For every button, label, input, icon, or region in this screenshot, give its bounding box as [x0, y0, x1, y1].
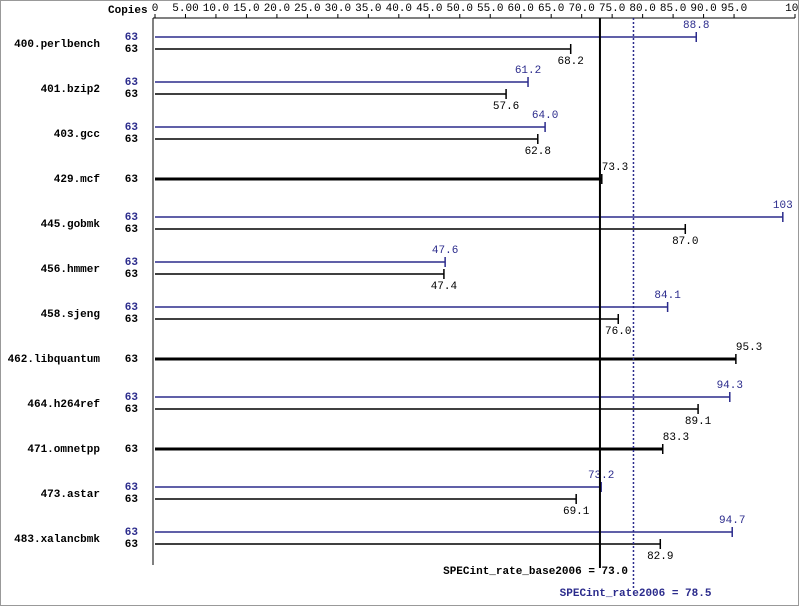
value-label: 76.0 [605, 326, 631, 338]
copies-label: 63 [125, 77, 139, 89]
x-tick-label: 90.0 [690, 3, 716, 15]
x-tick-label: 75.0 [599, 3, 625, 15]
x-tick-label: 0 [152, 3, 159, 15]
copies-label: 63 [125, 314, 139, 326]
benchmark-label: 445.gobmk [41, 219, 101, 231]
value-label: 83.3 [663, 432, 689, 444]
x-tick-label: 50.0 [447, 3, 473, 15]
value-label: 61.2 [515, 65, 541, 77]
benchmark-label: 403.gcc [54, 129, 100, 141]
x-tick-label: 105 [785, 3, 799, 15]
copies-label: 63 [125, 89, 139, 101]
copies-label: 63 [125, 354, 139, 366]
copies-header: Copies [108, 5, 148, 17]
copies-label: 63 [125, 404, 139, 416]
reference-label: SPECint_rate2006 = 78.5 [560, 588, 712, 600]
x-tick-label: 40.0 [386, 3, 412, 15]
copies-label: 63 [125, 44, 139, 56]
value-label: 103 [773, 200, 793, 212]
x-tick-label: 80.0 [629, 3, 655, 15]
value-label: 87.0 [672, 236, 698, 248]
value-label: 82.9 [647, 551, 673, 563]
copies-label: 63 [125, 539, 139, 551]
value-label: 94.7 [719, 515, 745, 527]
value-label: 95.3 [736, 342, 762, 354]
copies-label: 63 [125, 257, 139, 269]
benchmark-label: 462.libquantum [8, 354, 101, 366]
copies-label: 63 [125, 32, 139, 44]
x-tick-label: 30.0 [325, 3, 351, 15]
copies-label: 63 [125, 269, 139, 281]
copies-label: 63 [125, 527, 139, 539]
benchmark-label: 473.astar [41, 489, 100, 501]
x-tick-label: 35.0 [355, 3, 381, 15]
copies-label: 63 [125, 444, 139, 456]
x-tick-label: 95.0 [721, 3, 747, 15]
x-tick-label: 15.0 [233, 3, 259, 15]
benchmark-label: 483.xalancbmk [14, 534, 100, 546]
value-label: 57.6 [493, 101, 519, 113]
x-tick-label: 85.0 [660, 3, 686, 15]
value-label: 88.8 [683, 20, 709, 32]
reference-label: SPECint_rate_base2006 = 73.0 [443, 566, 628, 578]
benchmark-label: 429.mcf [54, 174, 101, 186]
x-tick-label: 45.0 [416, 3, 442, 15]
x-tick-label: 20.0 [264, 3, 290, 15]
value-label: 64.0 [532, 110, 558, 122]
value-label: 84.1 [654, 290, 681, 302]
x-tick-label: 55.0 [477, 3, 503, 15]
benchmark-label: 458.sjeng [41, 309, 100, 321]
value-label: 69.1 [563, 506, 590, 518]
value-label: 47.4 [431, 281, 458, 293]
copies-label: 63 [125, 134, 139, 146]
benchmark-label: 456.hmmer [41, 264, 100, 276]
value-label: 68.2 [557, 56, 583, 68]
x-tick-label: 70.0 [568, 3, 594, 15]
copies-label: 63 [125, 482, 139, 494]
copies-label: 63 [125, 212, 139, 224]
value-label: 73.2 [588, 470, 614, 482]
x-tick-label: 10.0 [203, 3, 229, 15]
copies-label: 63 [125, 494, 139, 506]
benchmark-label: 464.h264ref [27, 399, 100, 411]
copies-label: 63 [125, 392, 139, 404]
value-label: 94.3 [717, 380, 743, 392]
x-tick-label: 60.0 [508, 3, 534, 15]
benchmark-label: 471.omnetpp [27, 444, 100, 456]
value-label: 62.8 [525, 146, 551, 158]
value-label: 89.1 [685, 416, 712, 428]
value-label: 73.3 [602, 162, 628, 174]
value-label: 47.6 [432, 245, 458, 257]
benchmark-label: 400.perlbench [14, 39, 100, 51]
copies-label: 63 [125, 174, 139, 186]
x-tick-label: 65.0 [538, 3, 564, 15]
copies-label: 63 [125, 302, 139, 314]
copies-label: 63 [125, 122, 139, 134]
benchmark-label: 401.bzip2 [41, 84, 100, 96]
x-tick-label: 5.00 [172, 3, 198, 15]
copies-label: 63 [125, 224, 139, 236]
x-tick-label: 25.0 [294, 3, 320, 15]
